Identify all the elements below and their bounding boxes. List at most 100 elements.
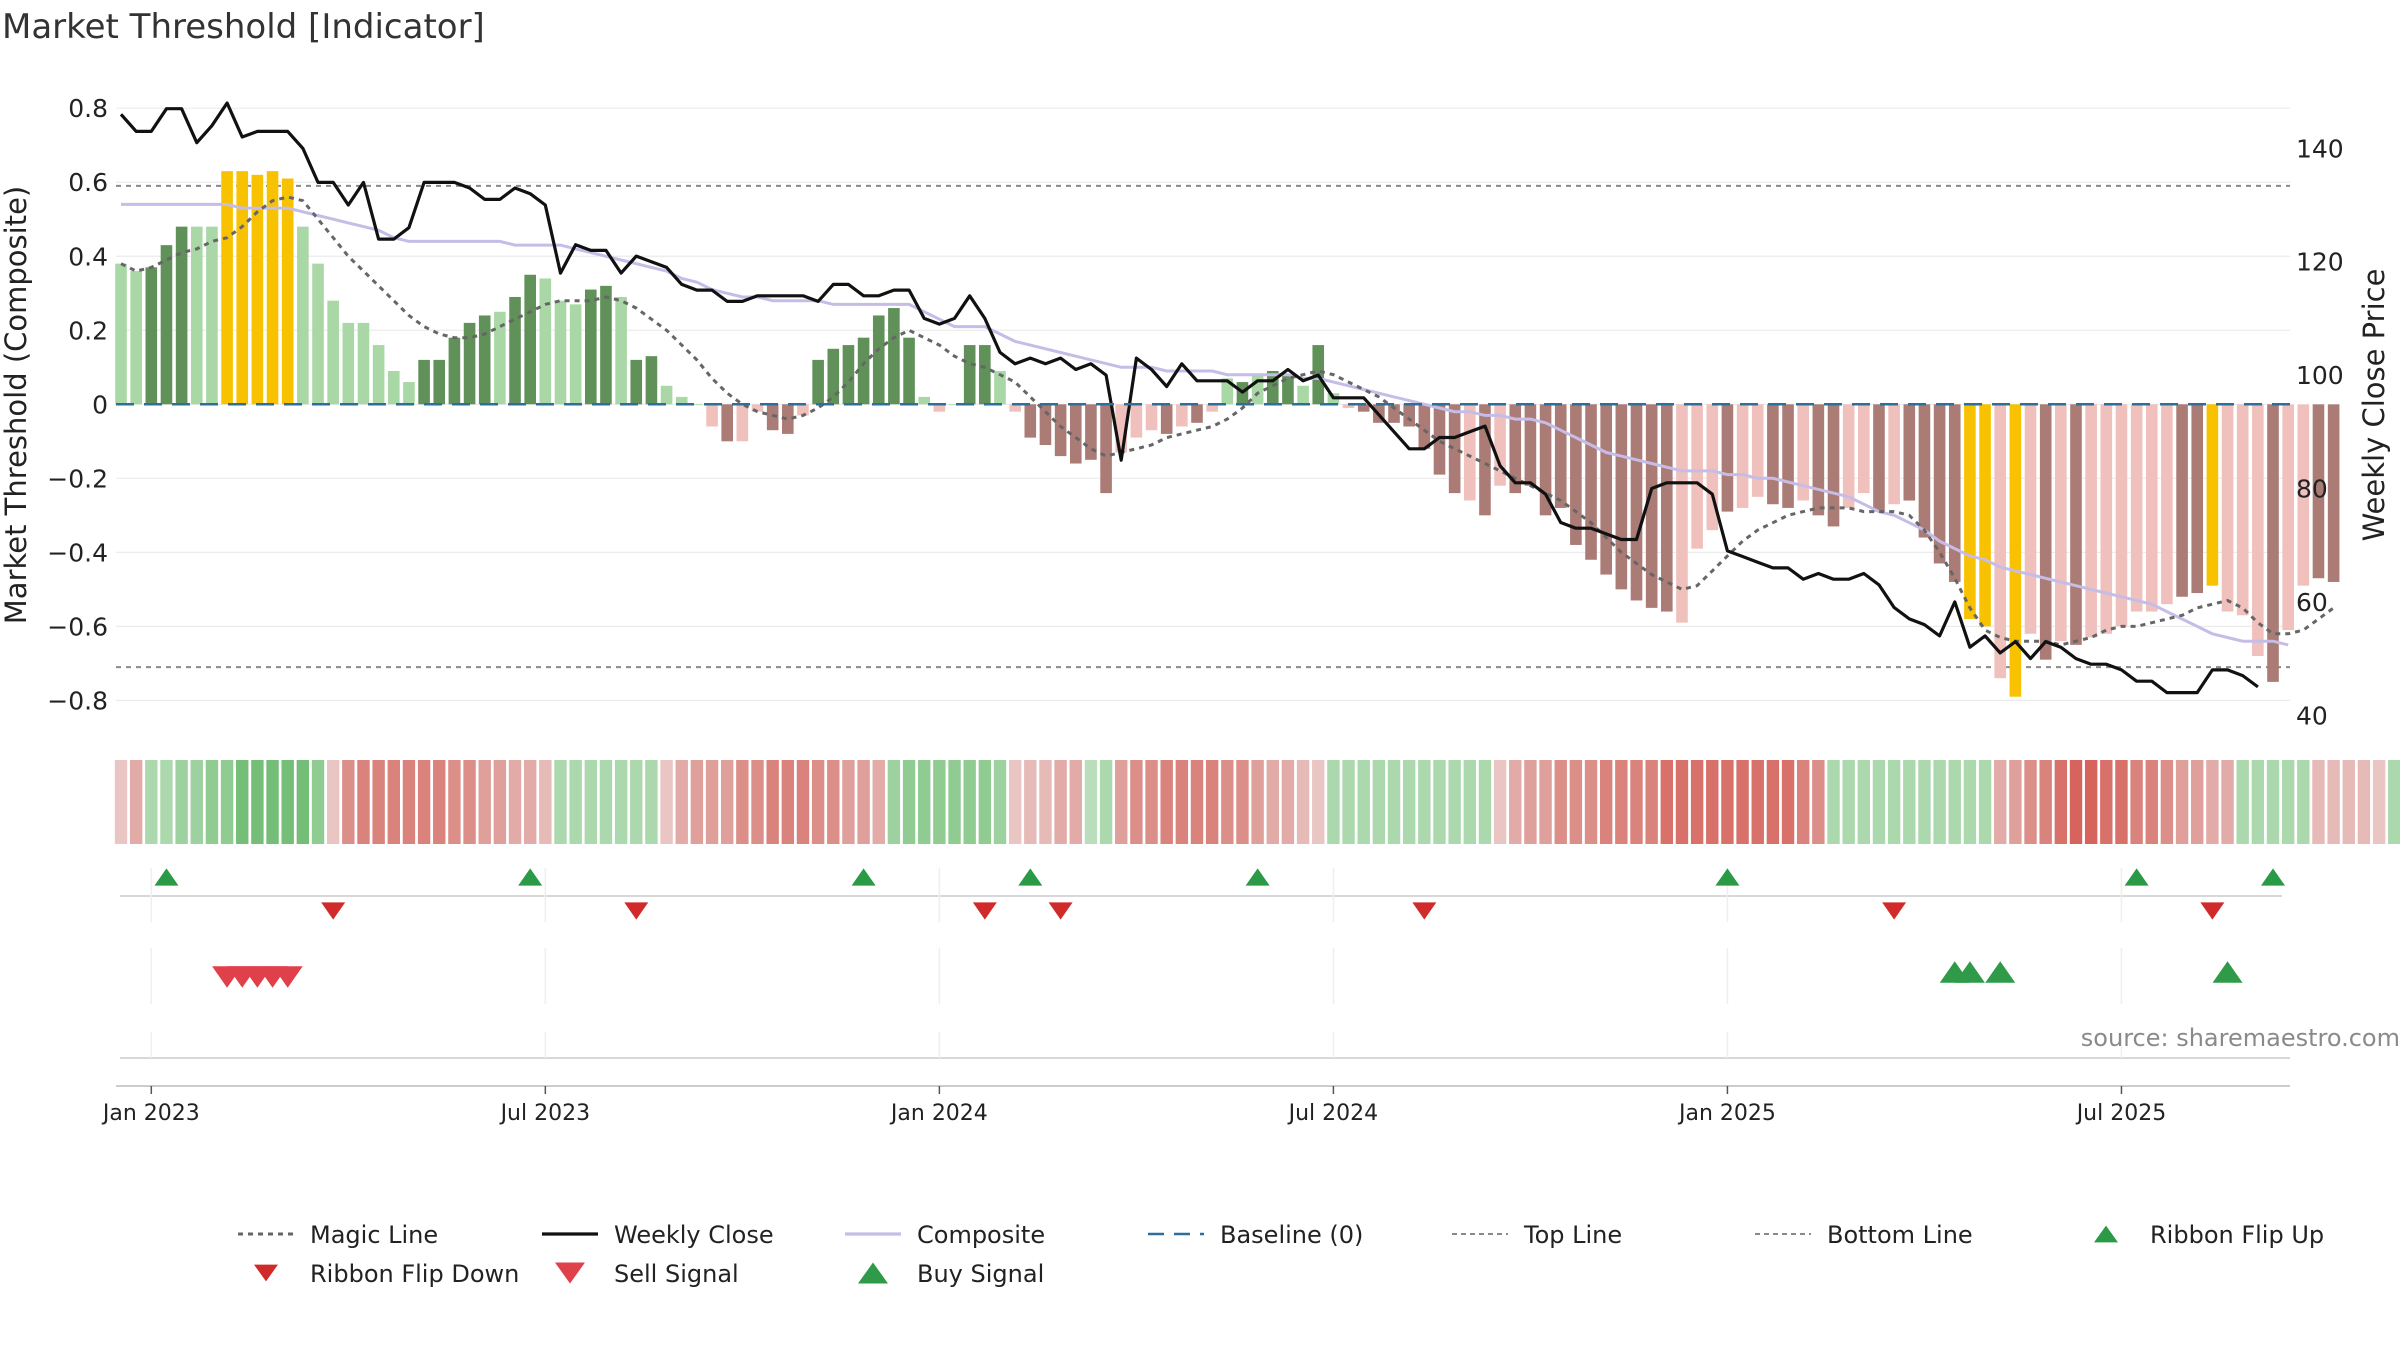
chart-title: Market Threshold [Indicator]: [2, 7, 485, 47]
ribbon-flip-up-marker: [2261, 868, 2286, 886]
ribbon-flip-down-marker: [1412, 902, 1437, 920]
ribbon-cell: [1660, 760, 1674, 844]
ribbon-cell: [2160, 760, 2174, 844]
y-axis-label: Market Threshold (Composite): [0, 186, 33, 624]
composite-bar: [1797, 404, 1810, 501]
ribbon-cell: [1584, 760, 1598, 844]
composite-bar: [1357, 404, 1370, 412]
composite-bar: [297, 226, 309, 405]
composite-bar: [1448, 404, 1461, 494]
composite-bar: [994, 370, 1006, 405]
composite-bar: [2100, 404, 2113, 634]
ribbon-cell: [1418, 760, 1431, 844]
composite-bar: [1403, 404, 1415, 427]
composite-bar: [675, 396, 688, 405]
left-y-axis: 0.8 0.6 0.4 0.2 0 −0.2 −0.4 −0.6 −0.8: [47, 94, 108, 715]
ribbon-cell: [1903, 760, 1916, 844]
composite-bar: [1009, 404, 1021, 412]
composite-bar: [585, 289, 597, 405]
composite-bar: [1221, 378, 1234, 405]
composite-bar: [706, 404, 718, 427]
ribbon-cell: [2251, 760, 2265, 844]
composite-bar: [2070, 404, 2082, 645]
ribbon-cell: [2054, 760, 2068, 844]
ribbon-cell: [1160, 760, 1173, 844]
composite-bar: [933, 404, 946, 412]
composite-bar: [2312, 404, 2325, 579]
composite-bar: [782, 404, 794, 434]
composite-bar: [812, 359, 824, 405]
ribbon-cell: [220, 760, 234, 844]
composite-bar: [1130, 404, 1143, 438]
composite-bar: [2327, 404, 2340, 582]
legend-item: Ribbon Flip Up: [2094, 1221, 2324, 1249]
ribbon-cell: [1205, 760, 1219, 844]
ribbon-cell: [478, 760, 491, 844]
ribbon-cell: [1887, 760, 1901, 844]
legend-label: Baseline (0): [1220, 1221, 1363, 1249]
composite-bar: [1085, 404, 1097, 460]
composite-bar: [2130, 404, 2143, 612]
ribbon-cell: [417, 760, 431, 844]
composite-bar: [1100, 404, 1112, 494]
y-tick-label: 0.2: [68, 316, 108, 345]
legend-swatch: [858, 1262, 888, 1284]
composite-bar: [372, 345, 385, 405]
y-tick-label: 0.6: [68, 168, 108, 197]
ribbon-cell: [1281, 760, 1295, 844]
composite-bar: [1812, 404, 1825, 516]
right-y-axis: 140 120 100 80 60 40: [2296, 134, 2344, 730]
ribbon-cell: [796, 760, 810, 844]
ribbon-cell: [660, 760, 673, 844]
composite-bar: [115, 263, 127, 405]
composite-bar: [433, 359, 446, 405]
ribbon-flip-up-marker: [1715, 868, 1740, 886]
legend-item: Buy Signal: [858, 1260, 1044, 1288]
ribbon-flip-up-marker: [1018, 868, 1043, 886]
ribbon-cell: [402, 760, 416, 844]
composite-bar: [1615, 404, 1628, 590]
composite-bar: [2297, 404, 2310, 586]
ribbon-cell: [1463, 760, 1476, 844]
composite-bar: [827, 348, 840, 405]
composite-bar: [918, 396, 931, 405]
ribbon-cell: [2327, 760, 2340, 844]
composite-bar: [1964, 404, 1976, 619]
composite-bar: [1645, 404, 1658, 608]
composite-bar: [1600, 404, 1612, 575]
ribbon-cell: [842, 760, 855, 844]
ribbon-cell: [1312, 760, 1325, 844]
x-tick-label: Jan 2023: [101, 1101, 200, 1126]
legend-item: Baseline (0): [1148, 1221, 1363, 1249]
ribbon-cell: [114, 760, 128, 844]
composite-bar: [1782, 404, 1794, 508]
x-tick-label: Jan 2024: [889, 1101, 988, 1126]
ribbon-cell: [1615, 760, 1628, 844]
ribbon-cell: [1024, 760, 1037, 844]
ribbon-cell: [236, 760, 249, 844]
ribbon-cell: [1069, 760, 1082, 844]
ribbon-cell: [872, 760, 885, 844]
composite-bar: [1054, 404, 1067, 457]
composite-bar: [251, 174, 264, 405]
ribbon-cell: [523, 760, 537, 844]
ribbon-cell: [721, 760, 734, 844]
legend-item: Bottom Line: [1755, 1221, 1973, 1249]
composite-bar: [2115, 404, 2128, 627]
y2-tick-label: 140: [2296, 134, 2344, 163]
composite-bar: [1524, 404, 1537, 486]
ribbon-cell: [963, 760, 976, 844]
composite-bar: [963, 345, 976, 405]
ribbon-cell: [1008, 760, 1022, 844]
ribbon-cell: [1751, 760, 1764, 844]
buy-signal-marker: [1985, 961, 2016, 983]
composite-bar: [721, 404, 733, 442]
composite-bar: [236, 171, 249, 405]
ribbon-cell: [1433, 760, 1446, 844]
source-credit: source: sharemaestro.com: [2081, 1024, 2400, 1052]
ribbon-cell: [1948, 760, 1961, 844]
ribbon-cell: [599, 760, 613, 844]
composite-bar: [539, 278, 552, 405]
composite-bar: [1145, 404, 1158, 431]
legend-item: Top Line: [1452, 1221, 1622, 1249]
